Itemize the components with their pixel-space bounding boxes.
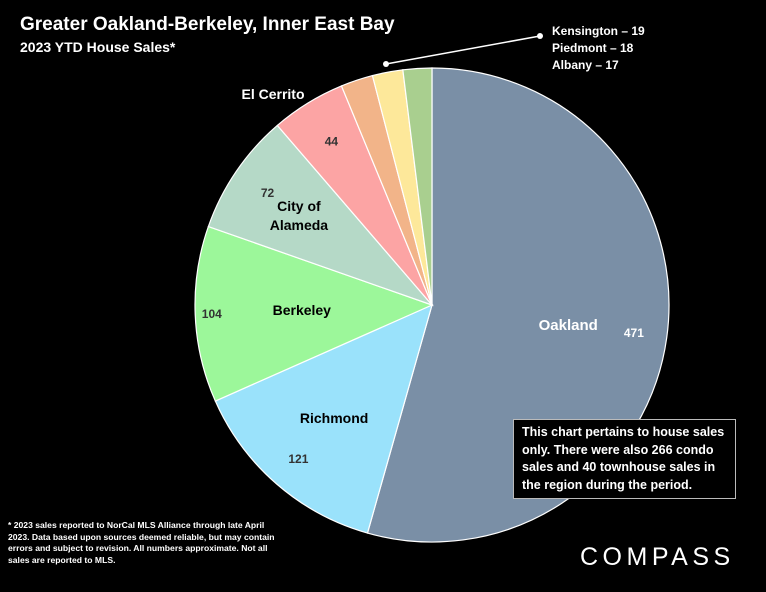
slice-albany — [402, 67, 433, 306]
value-berkeley: 104 — [202, 307, 222, 321]
callout-line — [385, 35, 541, 65]
label-city-of-alameda: City of Alameda — [270, 198, 329, 233]
callout-label-3: Albany – 17 — [552, 58, 619, 72]
callout-label-2: Piedmont – 18 — [552, 41, 634, 55]
chart-note: This chart pertains to house sales only.… — [513, 419, 736, 499]
chart-subtitle: 2023 YTD House Sales* — [20, 39, 176, 55]
compass-logo: COMPASS — [580, 543, 735, 571]
label-richmond: Richmond — [300, 410, 368, 426]
value-city-of-alameda: 72 — [261, 186, 275, 200]
callout-dot — [383, 61, 389, 67]
chart-title: Greater Oakland-Berkeley, Inner East Bay — [20, 14, 395, 35]
label-berkeley: Berkeley — [273, 302, 332, 318]
slice-richmond — [214, 303, 433, 534]
callout-label-1: Kensington – 19 — [552, 24, 645, 38]
slice-city-of-alameda — [207, 124, 434, 307]
label-oakland: Oakland — [539, 317, 598, 334]
label-el-cerrito: El Cerrito — [241, 86, 304, 102]
footnote: * 2023 sales reported to NorCal MLS Alli… — [8, 520, 275, 565]
value-richmond: 121 — [288, 452, 308, 466]
callout-dot — [537, 33, 543, 39]
value-el-cerrito: 44 — [325, 135, 339, 149]
value-oakland: 471 — [624, 326, 644, 340]
slice-berkeley — [194, 225, 434, 402]
